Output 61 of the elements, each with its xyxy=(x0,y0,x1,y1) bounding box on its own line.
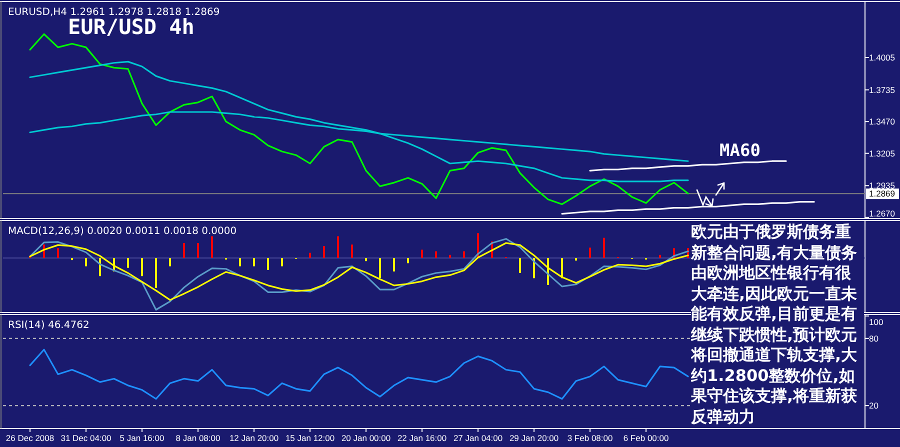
y-tick-label: 80 xyxy=(869,333,879,344)
bar xyxy=(169,258,172,266)
bar xyxy=(435,251,438,258)
x-tick-label: 27 Jan 04:00 xyxy=(453,433,503,443)
bar xyxy=(351,244,354,258)
y-tick-label: 1.3735 xyxy=(869,84,896,95)
bar xyxy=(659,254,662,258)
x-tick-label: 15 Jan 12:00 xyxy=(285,433,335,443)
bar xyxy=(589,248,592,258)
x-tick-label: 20 Jan 00:00 xyxy=(341,433,391,443)
bar xyxy=(407,258,410,264)
chart-title: MACD(12,26,9) 0.0020 0.0011 0.0018 0.0000 xyxy=(8,226,237,237)
bar xyxy=(421,250,424,258)
x-tick-label: 6 Feb 00:00 xyxy=(623,433,669,443)
y-tick-label: 1.4005 xyxy=(869,52,896,62)
bar xyxy=(309,252,312,258)
annotation: MA60 xyxy=(720,141,760,161)
bar xyxy=(141,258,144,276)
x-tick-label: 8 Jan 08:00 xyxy=(176,433,221,443)
y-tick-label: 1.2935 xyxy=(869,180,896,191)
x-tick-label: 22 Jan 16:00 xyxy=(397,433,447,443)
bar xyxy=(197,242,200,258)
bar xyxy=(85,258,88,266)
y-tick-label: 1.3205 xyxy=(869,148,896,158)
line-series xyxy=(29,60,689,182)
bar xyxy=(57,248,60,258)
bar xyxy=(155,258,158,288)
x-tick-label: 29 Jan 20:00 xyxy=(509,433,559,443)
bar xyxy=(211,236,214,258)
y-tick-label: 1.2670 xyxy=(869,208,896,218)
bar xyxy=(323,246,326,258)
bar xyxy=(393,258,396,272)
chart-title: RSI(14) 46.4762 xyxy=(8,320,90,331)
bar xyxy=(603,238,606,258)
x-tick-label: 3 Feb 08:00 xyxy=(567,433,613,443)
x-tick-label: 31 Dec 04:00 xyxy=(60,433,112,443)
bar xyxy=(379,258,382,278)
x-tick-label: 12 Jan 20:00 xyxy=(229,433,279,443)
bar xyxy=(575,258,578,261)
y-tick-label: 1.3470 xyxy=(869,116,896,127)
bar xyxy=(337,236,340,258)
bar xyxy=(183,242,186,258)
line-series xyxy=(561,201,815,215)
bar xyxy=(267,258,270,270)
ref-line-label: 1.2869 xyxy=(869,188,896,199)
text: EUR/USD 4h xyxy=(68,15,194,39)
bar xyxy=(561,258,564,278)
bar xyxy=(463,251,466,258)
bar xyxy=(365,258,368,262)
chart-subtitle: EURUSD,H4 1.2961 1.2978 1.2818 1.2869 xyxy=(8,7,220,18)
bar xyxy=(449,254,452,258)
x-tick-label: 5 Jan 16:00 xyxy=(120,433,165,443)
bar xyxy=(127,258,130,268)
line-series xyxy=(589,160,787,172)
bar xyxy=(239,258,242,266)
bar xyxy=(253,258,256,266)
y-tick-label: 100 xyxy=(869,317,884,327)
x-tick-label: 26 Dec 2008 xyxy=(6,433,54,443)
bar xyxy=(519,258,522,274)
y-tick-label: 20 xyxy=(869,400,879,411)
bar xyxy=(281,258,284,266)
